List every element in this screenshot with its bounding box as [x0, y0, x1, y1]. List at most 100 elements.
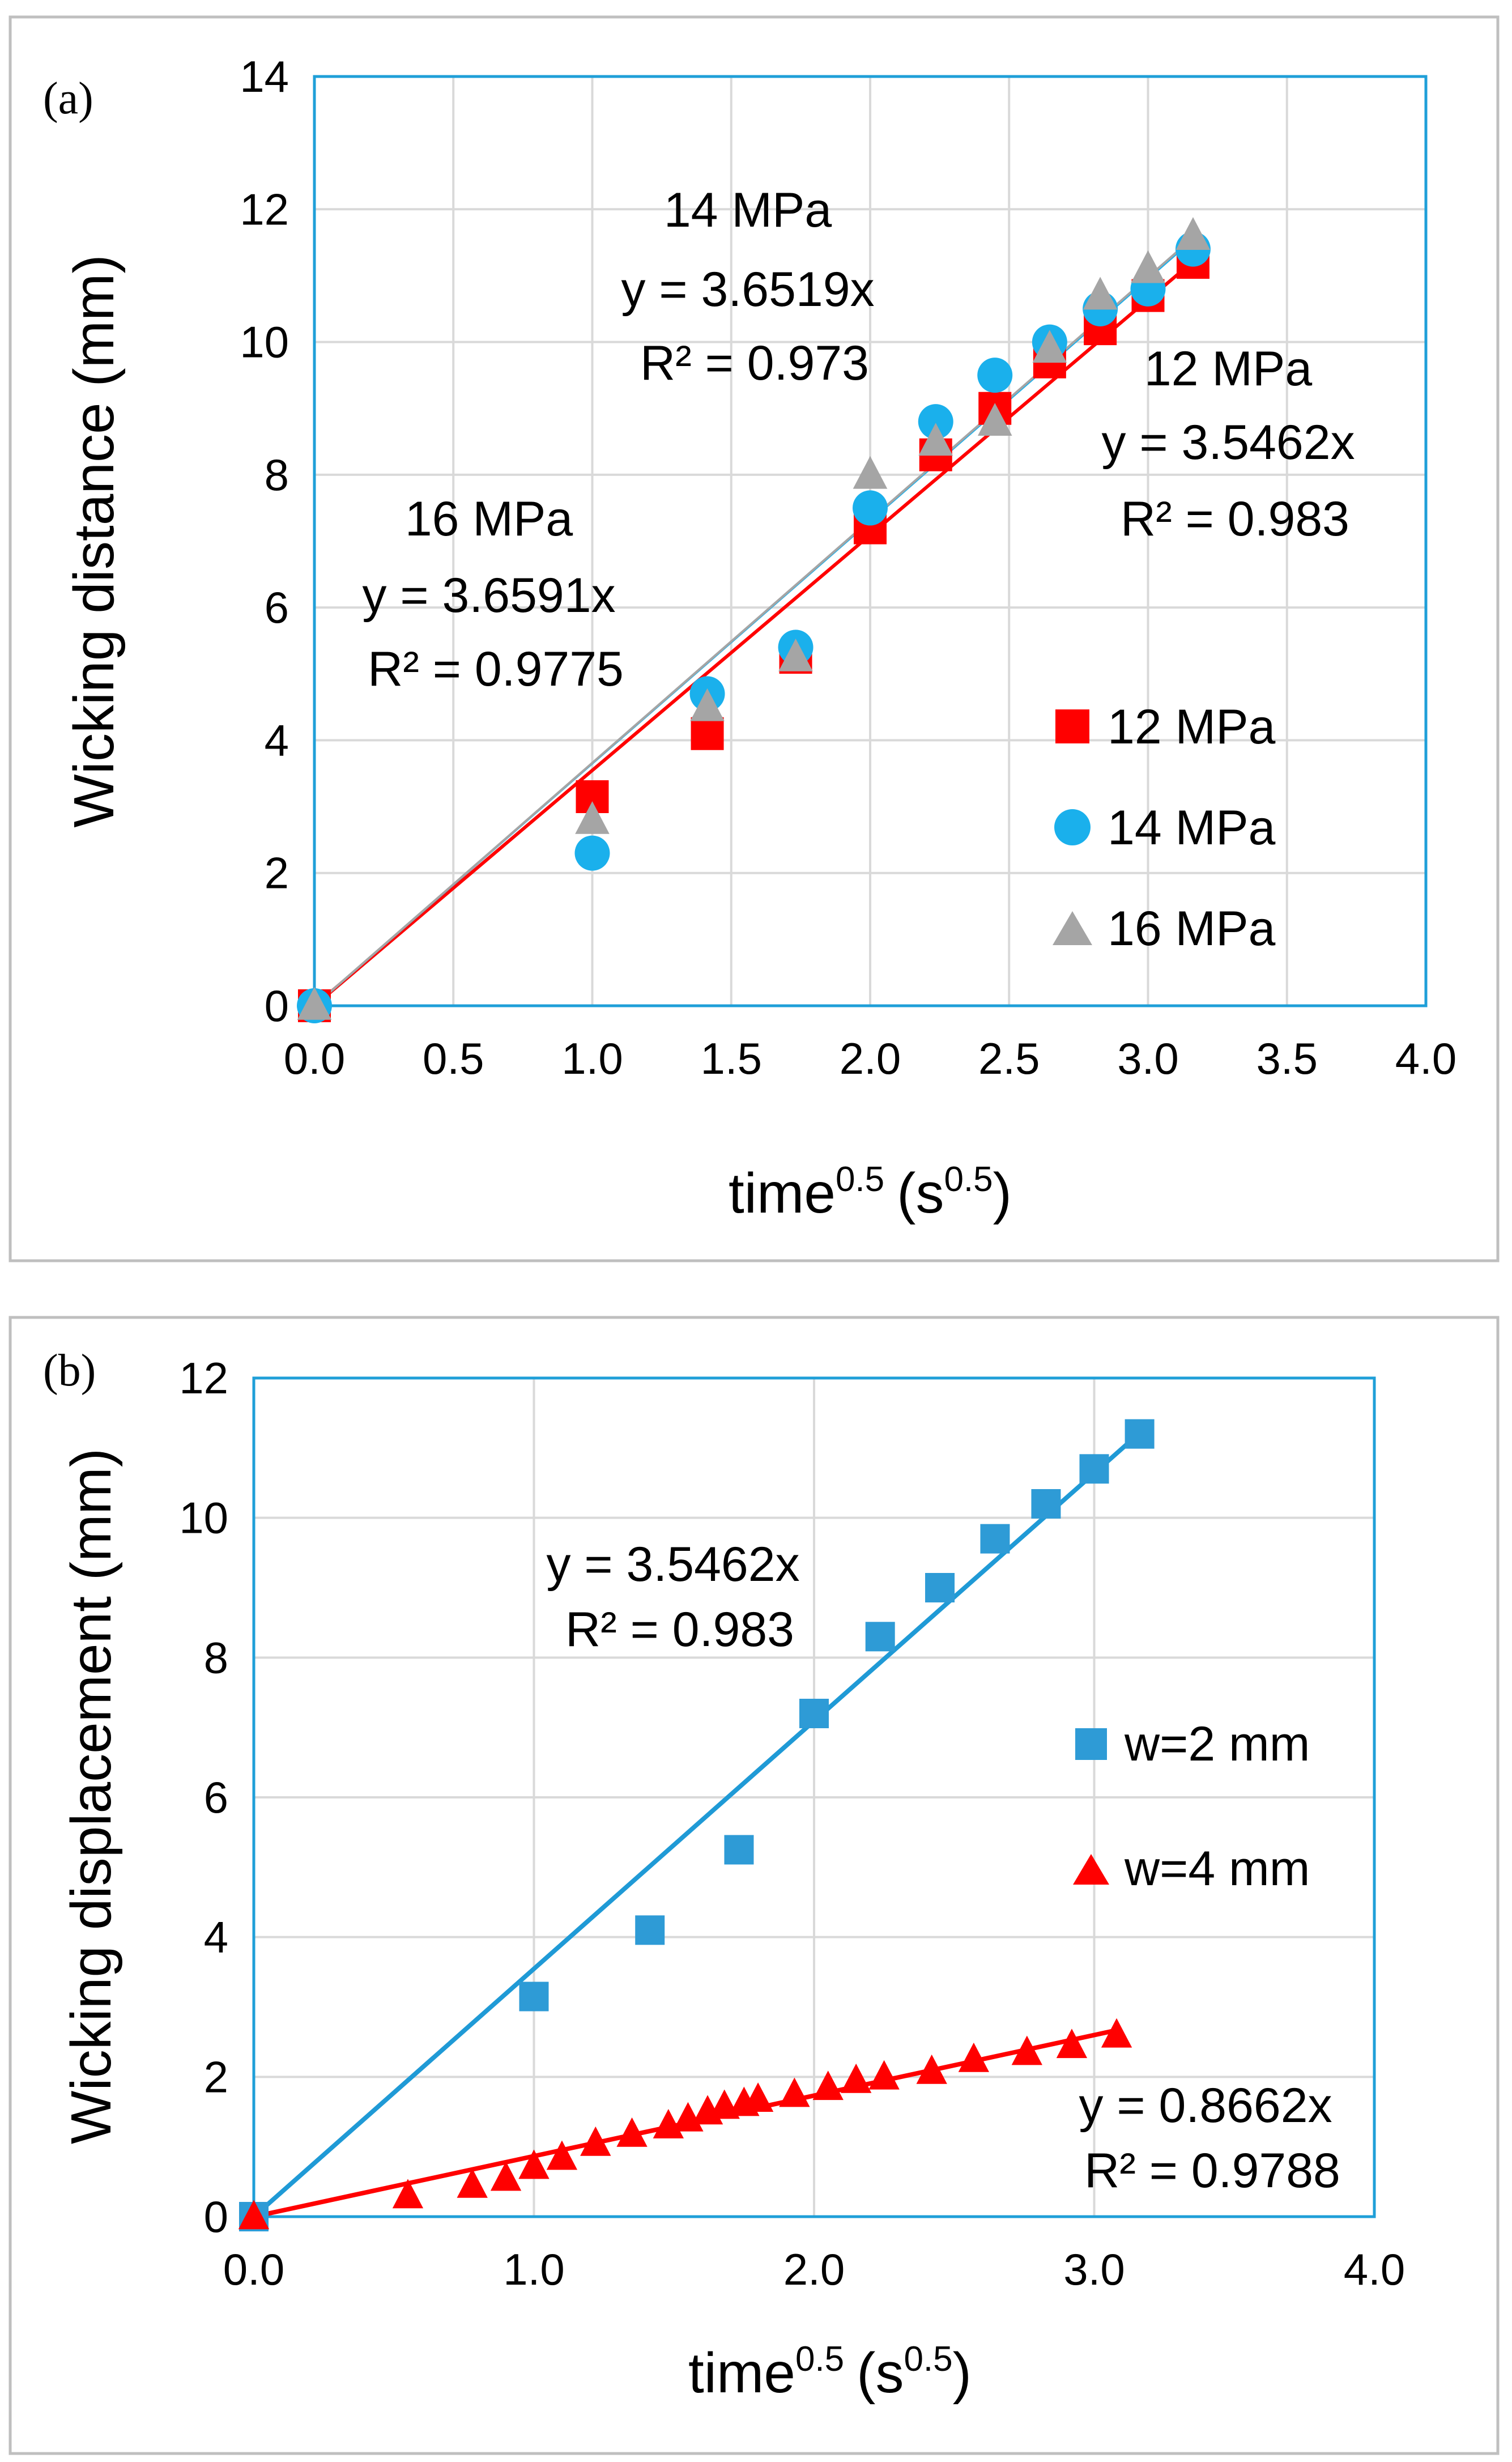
y-tick-label: 6	[204, 1772, 228, 1822]
point-w-4-mm	[958, 2042, 990, 2072]
panel-b-plot-area	[252, 1376, 1376, 2218]
legend-14mpa-label: 14 MPa	[1108, 801, 1276, 855]
legend-14mpa-marker	[1054, 809, 1091, 845]
point-14-mpa	[853, 490, 888, 526]
y-tick-label: 14	[240, 52, 289, 101]
trendline-w-2-mm	[252, 1431, 1142, 2218]
panel-a-x-axis-title: time0.5 (s0.5)	[729, 1160, 1012, 1225]
panel-a-frame	[8, 15, 1500, 1262]
x-tick-label: 0.0	[284, 1034, 345, 1083]
panel-a-x-title-sup: 0.5	[836, 1160, 884, 1199]
y-tick-label: 8	[204, 1632, 228, 1682]
annotation-w2-equation: y = 3.5462x	[547, 1537, 800, 1592]
point-w-4-mm	[238, 2200, 270, 2230]
x-tick-label: 0.5	[423, 1034, 484, 1083]
point-w-4-mm	[812, 2070, 844, 2100]
point-16-mpa	[918, 423, 953, 456]
point-w-2-mm	[635, 1915, 665, 1945]
x-tick-label: 1.0	[561, 1034, 623, 1083]
legend-16mpa-marker	[1053, 911, 1092, 945]
legend-w4-label: w=4 mm	[1124, 1842, 1310, 1896]
panel-b-x-unit-sup: 0.5	[904, 2340, 952, 2379]
panel-b-x-title-base: time	[688, 2341, 795, 2405]
legend-w4-marker	[1073, 1854, 1109, 1885]
annotation-16mpa: 16 MPa y = 3.6591x R² = 0.9775	[363, 492, 629, 696]
panel-a-plot-area	[313, 75, 1428, 1007]
panel-b-y-axis-title: Wicking displacement (mm)	[59, 1448, 123, 2144]
y-tick-label: 12	[240, 184, 289, 234]
point-w-4-mm	[868, 2060, 900, 2090]
point-w-4-mm	[916, 2054, 947, 2084]
panel-a-x-unit-close: )	[993, 1162, 1012, 1225]
annotation-16mpa-r2: R² = 0.9775	[368, 642, 624, 696]
y-tick-label: 2	[204, 2052, 228, 2102]
point-16-mpa	[853, 456, 888, 489]
point-w-2-mm	[865, 1622, 895, 1652]
x-tick-label: 2.0	[840, 1034, 901, 1083]
y-tick-label: 10	[179, 1493, 228, 1543]
x-tick-label: 1.0	[503, 2244, 564, 2294]
panel-a-x-unit-open: (s	[897, 1162, 944, 1225]
panel-a-markers	[297, 217, 1211, 1023]
y-tick-label: 0	[204, 2192, 228, 2242]
point-w-4-mm	[1056, 2029, 1088, 2059]
y-tick-label: 2	[265, 848, 289, 898]
annotation-14mpa-equation: y = 3.6519x	[621, 262, 875, 317]
panel-a-x-tick-labels: 0.0 0.5 1.0 1.5 2.0 2.5 3.0 3.5 4.0	[284, 1034, 1456, 1083]
point-14-mpa	[977, 358, 1013, 393]
annotation-16mpa-equation: y = 3.6591x	[363, 568, 616, 623]
point-w-2-mm	[724, 1835, 754, 1865]
point-w-4-mm	[518, 2149, 550, 2179]
panel-b-label: (b)	[43, 1346, 96, 1396]
y-tick-label: 8	[265, 450, 289, 500]
annotation-12mpa-r2: R² = 0.983	[1121, 492, 1349, 546]
point-16-mpa	[1175, 217, 1211, 250]
point-12-mpa	[691, 717, 724, 750]
x-tick-label: 2.5	[978, 1034, 1040, 1083]
point-w-4-mm	[490, 2161, 522, 2191]
point-w-4-mm	[779, 2077, 810, 2107]
x-tick-label: 2.0	[783, 2244, 845, 2294]
point-w-4-mm	[580, 2126, 611, 2156]
legend-12mpa-label: 12 MPa	[1108, 700, 1276, 754]
panel-a-legend: 12 MPa 14 MPa 16 MPa	[1053, 700, 1276, 956]
annotation-w2: y = 3.5462x R² = 0.983	[547, 1537, 814, 1657]
y-tick-label: 4	[204, 1912, 228, 1962]
point-16-mpa	[1083, 277, 1118, 310]
annotation-12mpa: 12 MPa y = 3.5462x R² = 0.983	[1102, 342, 1369, 546]
y-tick-label: 6	[265, 582, 289, 632]
y-tick-label: 10	[240, 317, 289, 367]
point-w-4-mm	[841, 2063, 872, 2093]
point-w-4-mm	[1011, 2035, 1042, 2065]
panel-a-label: (a)	[43, 74, 93, 124]
point-16-mpa	[977, 403, 1012, 436]
x-tick-label: 4.0	[1395, 1034, 1456, 1083]
annotation-w4: y = 0.8662x R² = 0.9788	[1079, 2078, 1346, 2198]
point-w-2-mm	[925, 1573, 955, 1602]
point-16-mpa	[1131, 250, 1165, 283]
point-16-mpa	[575, 801, 610, 834]
annotation-14mpa: 14 MPa y = 3.6519x R² = 0.973	[621, 183, 888, 390]
point-w-2-mm	[799, 1699, 829, 1728]
x-tick-label: 3.5	[1257, 1034, 1318, 1083]
point-14-mpa	[574, 835, 610, 871]
y-tick-label: 0	[265, 981, 289, 1031]
point-w-4-mm	[457, 2168, 488, 2198]
panel-b-x-axis-title: time0.5 (s0.5)	[688, 2340, 972, 2405]
point-14-mpa	[918, 404, 953, 440]
annotation-w4-r2: R² = 0.9788	[1084, 2144, 1340, 2198]
point-w-2-mm	[1125, 1419, 1155, 1449]
x-tick-label: 3.0	[1063, 2244, 1125, 2294]
x-tick-label: 4.0	[1344, 2244, 1405, 2294]
panel-b-frame	[8, 1316, 1500, 2455]
annotation-14mpa-title: 14 MPa	[664, 183, 832, 237]
annotation-12mpa-equation: y = 3.5462x	[1102, 415, 1355, 470]
panel-b-x-title-sup: 0.5	[795, 2340, 844, 2379]
panel-a-y-tick-labels: 0 2 4 6 8 10 12 14	[240, 52, 289, 1031]
panel-b-x-unit-close: )	[953, 2341, 972, 2405]
point-w-4-mm	[616, 2117, 648, 2147]
point-16-mpa	[778, 638, 813, 671]
annotation-16mpa-title: 16 MPa	[405, 492, 573, 546]
legend-w2-marker	[1075, 1728, 1107, 1760]
point-16-mpa	[297, 986, 332, 1020]
